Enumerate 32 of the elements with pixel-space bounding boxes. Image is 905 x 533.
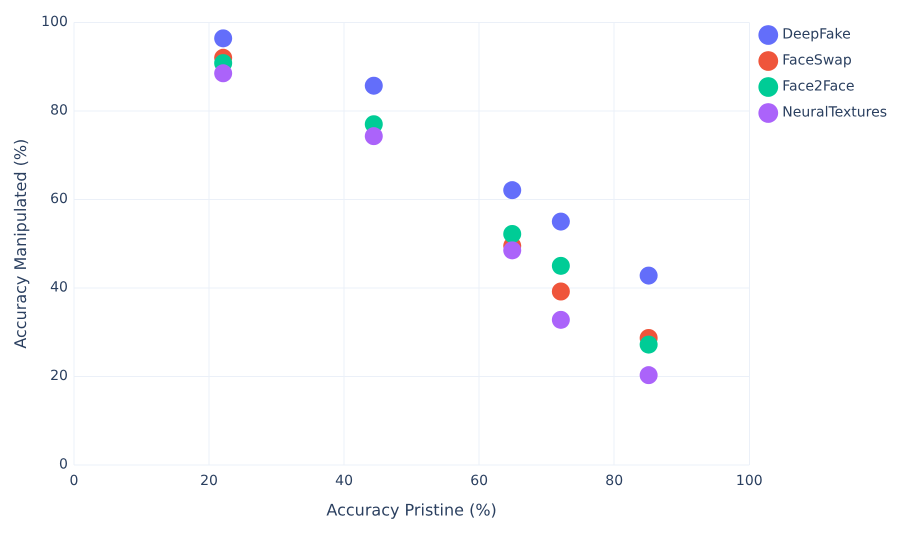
y-tick-label: 80 — [50, 102, 68, 119]
point — [214, 29, 232, 48]
y-tick-label: 40 — [50, 280, 68, 296]
y-tick-label: 20 — [50, 368, 68, 384]
legend-label: DeepFake — [782, 26, 851, 43]
y-tick-label: 60 — [50, 191, 68, 208]
point — [640, 336, 658, 354]
point — [640, 366, 658, 384]
point — [214, 64, 232, 82]
x-tick-label: 80 — [605, 473, 624, 490]
legend-label: NeuralTextures — [782, 104, 888, 121]
y-axis-title: Accuracy Manipulated (%) — [10, 138, 30, 349]
point — [503, 181, 522, 200]
point — [552, 256, 570, 275]
x-tick-label: 100 — [736, 473, 763, 490]
x-tick-label: 40 — [335, 473, 353, 490]
x-tick-label: 0 — [69, 473, 78, 490]
point — [364, 76, 383, 95]
x-tick-label: 60 — [470, 473, 488, 490]
y-tick-label: 0 — [59, 456, 68, 473]
point — [552, 212, 570, 231]
x-axis-title: Accuracy Pristine (%) — [326, 500, 497, 520]
legend-label: FaceSwap — [782, 52, 852, 69]
legend-label: Face2Face — [782, 78, 855, 95]
point — [640, 266, 658, 285]
point — [503, 224, 522, 243]
point — [552, 282, 570, 300]
point — [364, 127, 383, 146]
point — [503, 241, 522, 260]
point — [552, 310, 570, 329]
y-tick-label: 100 — [41, 14, 68, 30]
x-tick-label: 20 — [200, 473, 218, 490]
